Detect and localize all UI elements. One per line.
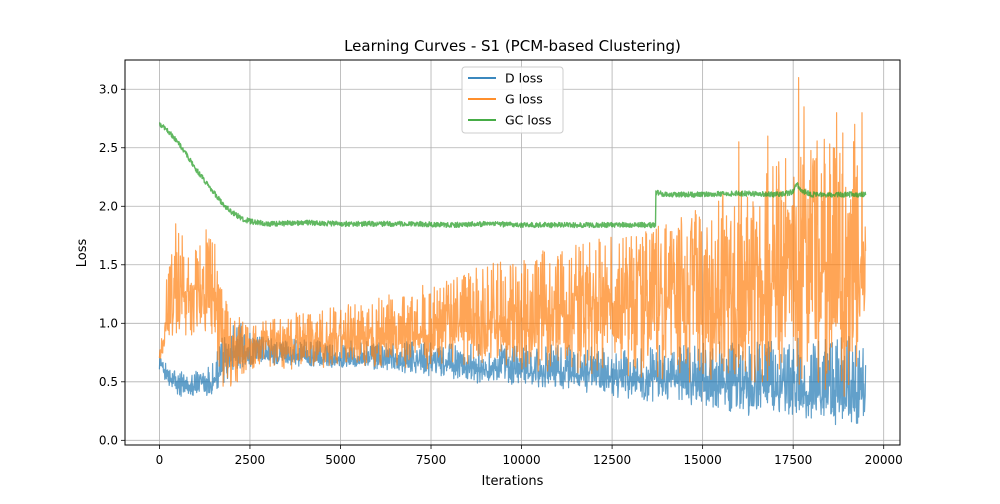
x-axis-label: Iterations — [482, 474, 544, 489]
series-line-g-loss — [158, 77, 867, 397]
y-tick-label: 3.0 — [99, 82, 118, 96]
legend-box — [461, 66, 564, 134]
series-line-gc-loss — [159, 122, 867, 229]
x-tick-label: 15000 — [684, 453, 722, 467]
series-layer — [158, 77, 867, 426]
x-tick-label: 12500 — [593, 453, 631, 467]
y-tick-label: 1.0 — [99, 316, 118, 330]
y-axis-label: Loss — [75, 239, 90, 268]
y-tick-label: 0.0 — [99, 434, 118, 448]
legend-label-gc-loss: GC loss — [505, 113, 552, 128]
axes-frame — [124, 59, 901, 446]
x-tick-label: 7500 — [416, 453, 447, 467]
legend-label-d-loss: D loss — [505, 71, 543, 86]
y-tick-label: 2.5 — [99, 141, 118, 155]
chart-title: Learning Curves - S1 (PCM-based Clusteri… — [344, 37, 681, 55]
x-tick-label: 10000 — [502, 453, 540, 467]
legend: D loss G loss GC loss — [461, 66, 564, 134]
x-tick-label: 2500 — [235, 453, 266, 467]
ticks: 0 2500 5000 7500 10000 12500 15000 17500 20000 0.… — [99, 82, 903, 467]
x-tick-label: 20000 — [865, 453, 903, 467]
x-tick-label: 5000 — [325, 453, 356, 467]
legend-label-g-loss: G loss — [505, 92, 543, 107]
y-tick-label: 0.5 — [99, 375, 118, 389]
y-tick-label: 2.0 — [99, 199, 118, 213]
x-tick-label: 17500 — [774, 453, 812, 467]
y-tick-label: 1.5 — [99, 258, 118, 272]
x-tick-label: 0 — [156, 453, 164, 467]
